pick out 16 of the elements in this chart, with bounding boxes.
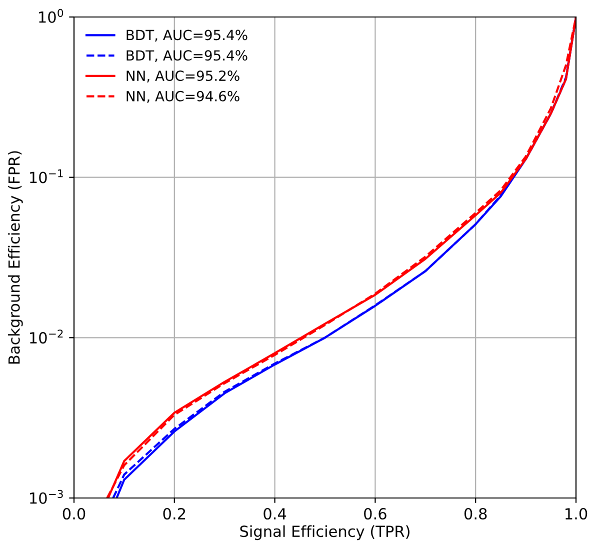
x-tick-label: 1.0 bbox=[566, 508, 588, 520]
y-tick-label: 10$^{0}$ bbox=[39, 8, 64, 23]
legend-label: BDT, AUC=95.4% bbox=[126, 50, 248, 62]
x-tick-label: 0.6 bbox=[364, 508, 386, 520]
y-tick-label: 10$^{−1}$ bbox=[30, 169, 63, 184]
x-tick-label: 0.4 bbox=[264, 508, 286, 520]
y-axis-title: Background Efficiency (FPR) bbox=[8, 151, 23, 364]
x-tick-label: 0.2 bbox=[163, 508, 186, 520]
x-tick-label: 0.8 bbox=[464, 508, 487, 520]
x-tick-label: 0.0 bbox=[62, 508, 86, 520]
x-axis-title: Signal Efficiency (TPR) bbox=[240, 525, 410, 540]
legend-label: BDT, AUC=95.4% bbox=[126, 30, 248, 42]
legend-label: NN, AUC=95.2% bbox=[126, 70, 240, 82]
y-tick-label: 10$^{−2}$ bbox=[30, 330, 63, 344]
legend-label: NN, AUC=94.6% bbox=[126, 90, 240, 103]
y-tick-label: 10$^{−3}$ bbox=[30, 490, 63, 504]
